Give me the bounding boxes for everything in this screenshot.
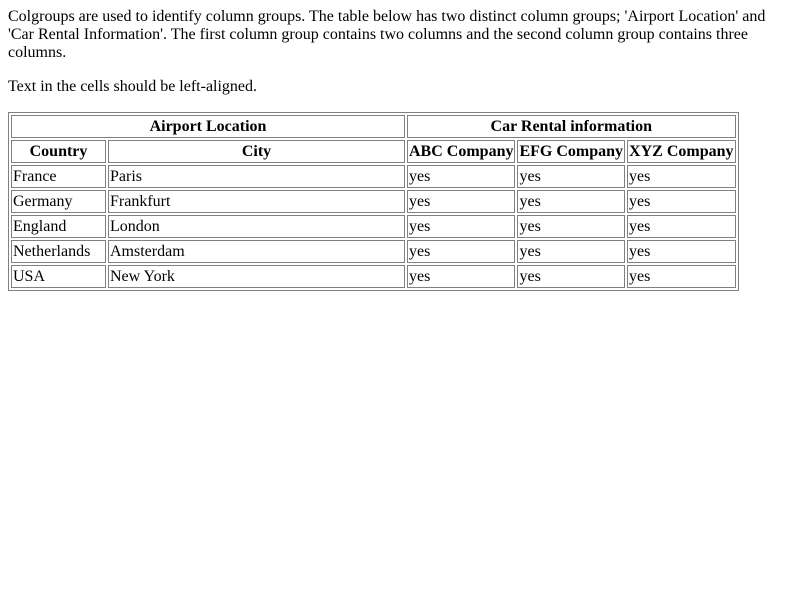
city-cell: Paris: [108, 165, 405, 188]
group-header-row: Airport Location Car Rental information: [11, 115, 736, 138]
country-cell: Germany: [11, 190, 106, 213]
city-cell: Frankfurt: [108, 190, 405, 213]
table-row: USA New York yes yes yes: [11, 265, 736, 288]
country-cell: Netherlands: [11, 240, 106, 263]
abc-company-cell: yes: [407, 240, 516, 263]
abc-company-cell: yes: [407, 265, 516, 288]
country-cell: England: [11, 215, 106, 238]
country-cell: USA: [11, 265, 106, 288]
efg-company-cell: yes: [517, 265, 626, 288]
country-cell: France: [11, 165, 106, 188]
city-cell: New York: [108, 265, 405, 288]
table-row: England London yes yes yes: [11, 215, 736, 238]
column-header-xyz-company: XYZ Company: [627, 140, 736, 163]
xyz-company-cell: yes: [627, 165, 736, 188]
xyz-company-cell: yes: [627, 190, 736, 213]
alignment-note: Text in the cells should be left-aligned…: [8, 78, 258, 95]
car-rental-table: Airport Location Car Rental information …: [8, 112, 739, 291]
abc-company-cell: yes: [407, 190, 516, 213]
table-row: Netherlands Amsterdam yes yes yes: [11, 240, 736, 263]
abc-company-cell: yes: [407, 215, 516, 238]
column-header-row: Country City ABC Company EFG Company XYZ…: [11, 140, 736, 163]
abc-company-cell: yes: [407, 165, 516, 188]
intro-paragraph: Colgroups are used to identify column gr…: [8, 8, 766, 61]
page-content: Colgroups are used to identify column gr…: [0, 0, 800, 299]
group-header-car-rental: Car Rental information: [407, 115, 736, 138]
efg-company-cell: yes: [517, 240, 626, 263]
column-header-abc-company: ABC Company: [407, 140, 516, 163]
table-row: France Paris yes yes yes: [11, 165, 736, 188]
column-header-country: Country: [11, 140, 106, 163]
group-header-airport-location: Airport Location: [11, 115, 405, 138]
efg-company-cell: yes: [517, 215, 626, 238]
xyz-company-cell: yes: [627, 265, 736, 288]
xyz-company-cell: yes: [627, 240, 736, 263]
column-header-efg-company: EFG Company: [517, 140, 626, 163]
efg-company-cell: yes: [517, 190, 626, 213]
table-row: Germany Frankfurt yes yes yes: [11, 190, 736, 213]
city-cell: Amsterdam: [108, 240, 405, 263]
efg-company-cell: yes: [517, 165, 626, 188]
xyz-company-cell: yes: [627, 215, 736, 238]
city-cell: London: [108, 215, 405, 238]
column-header-city: City: [108, 140, 405, 163]
